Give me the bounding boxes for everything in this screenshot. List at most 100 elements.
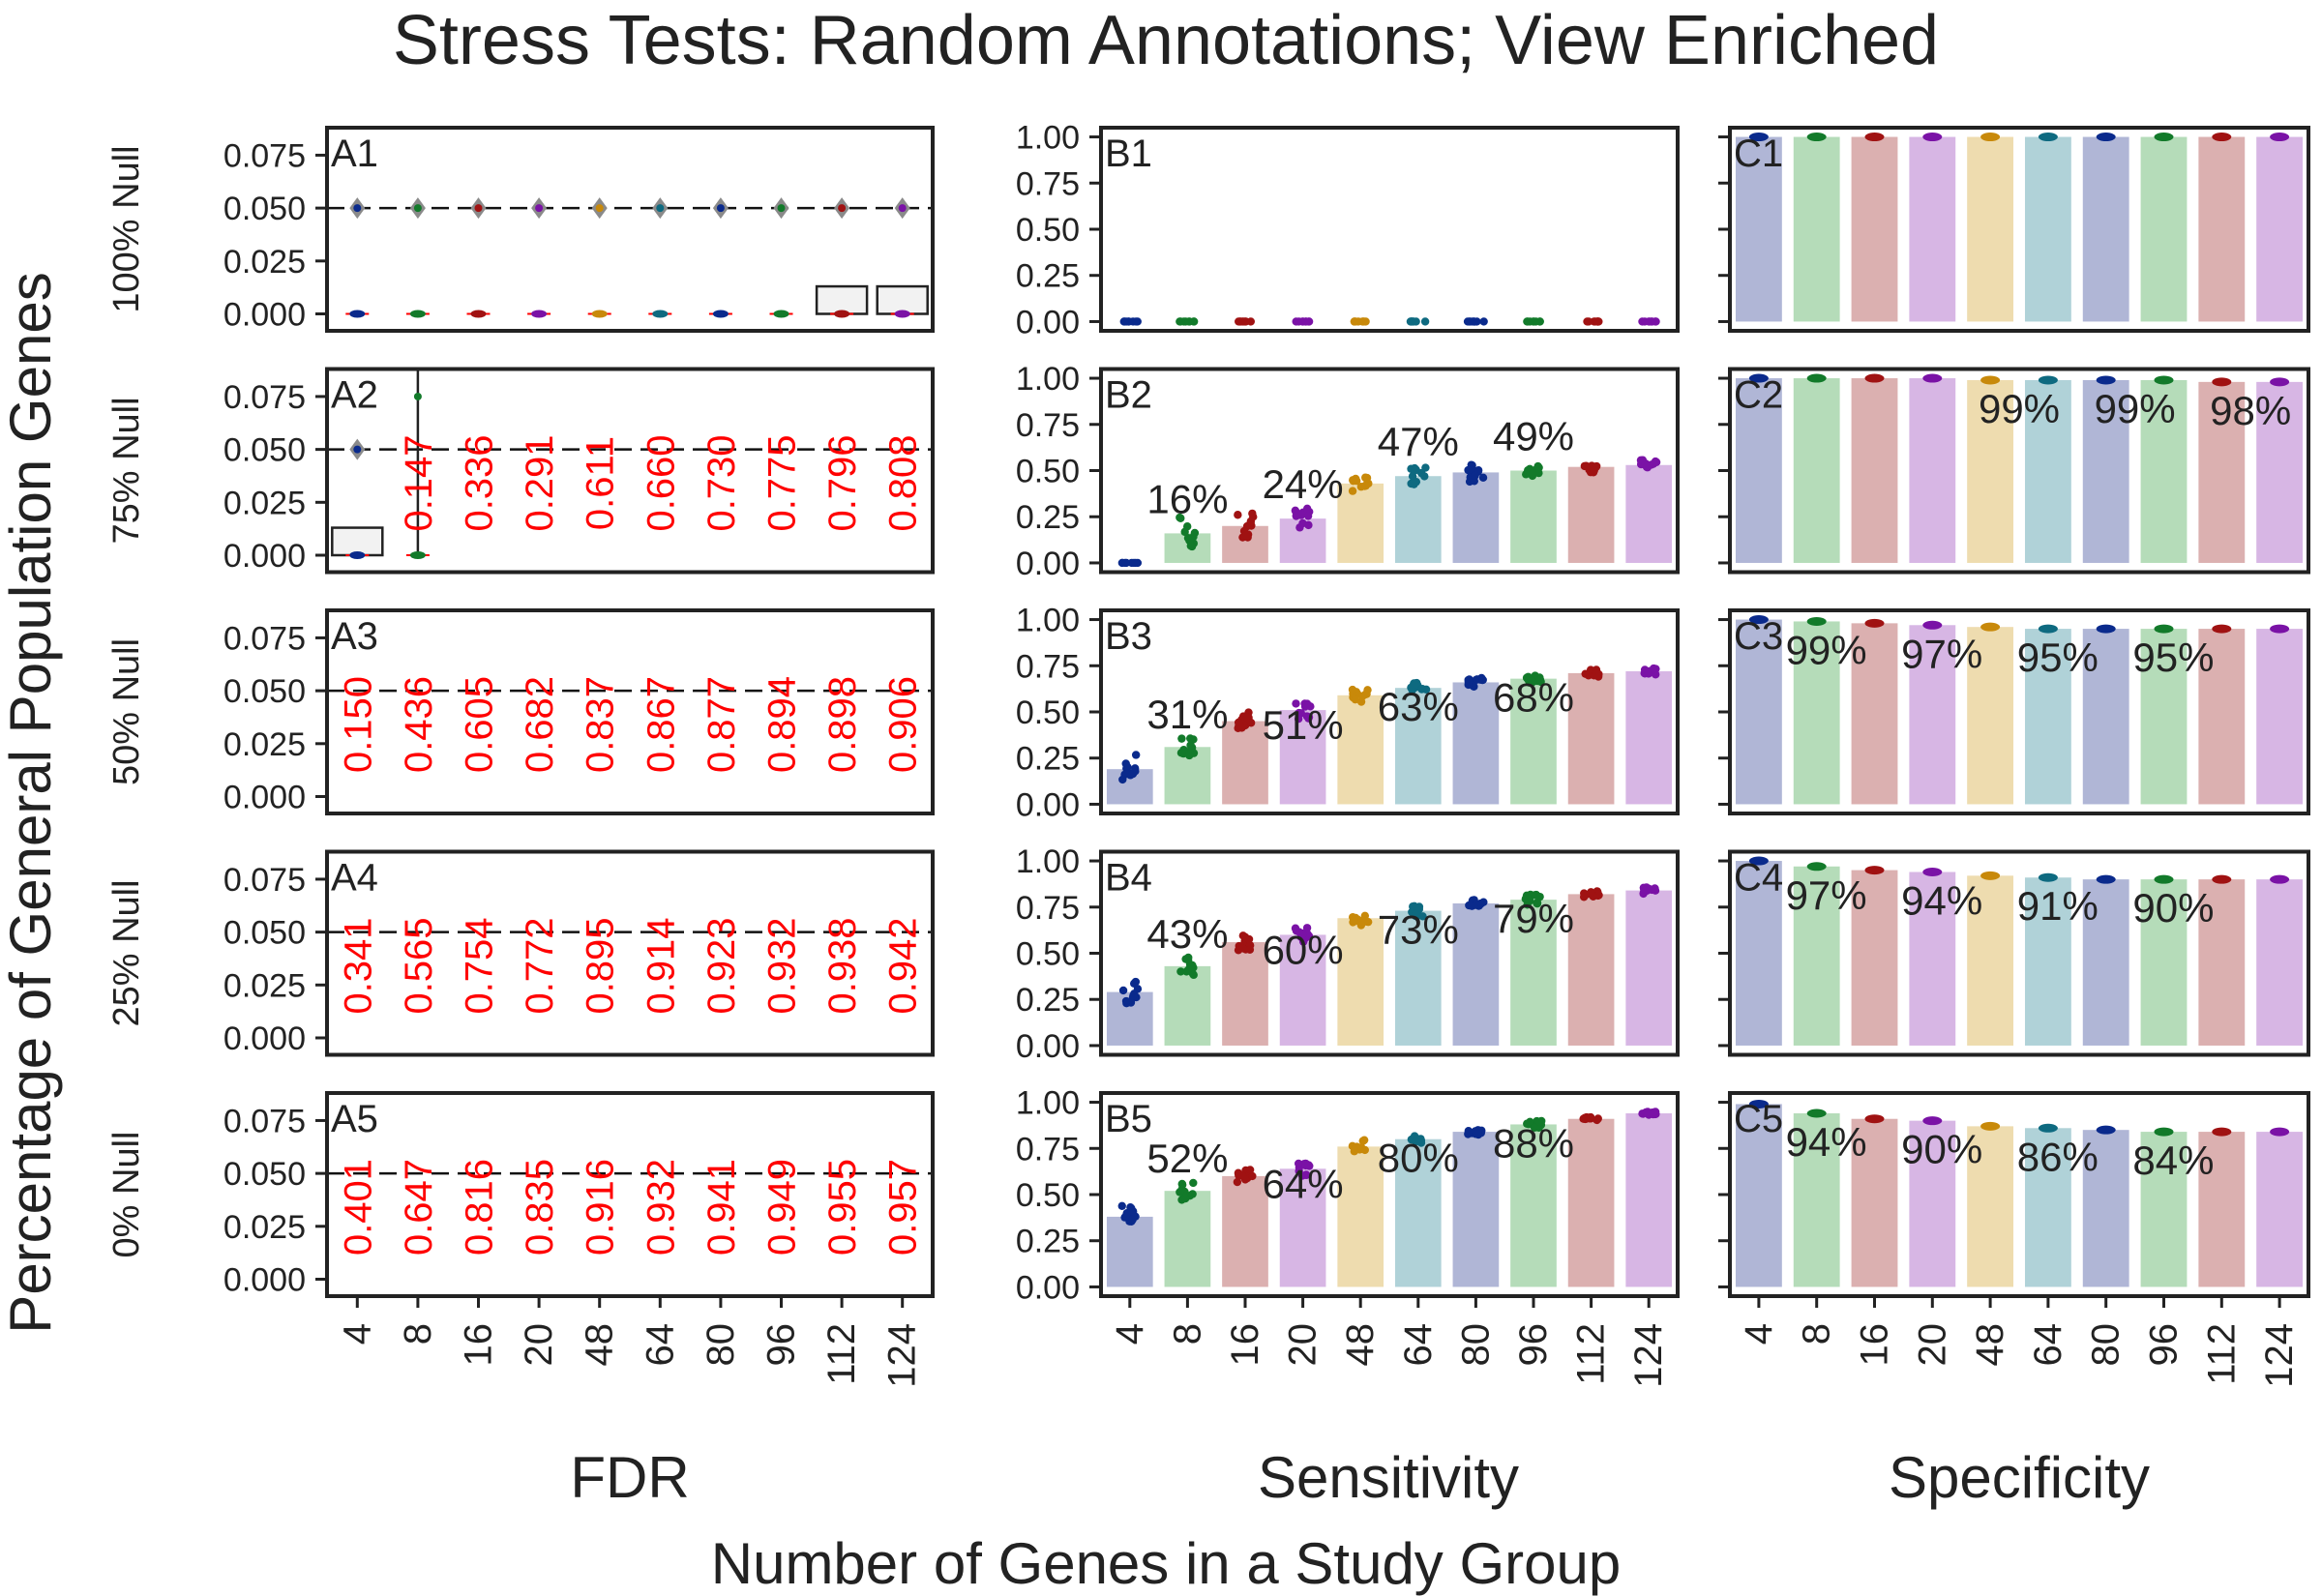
sensitivity-annotation-0: 43% [1146,911,1228,957]
sensitivity-point-0-11 [1128,1215,1137,1225]
sensitivity-point-1-11 [1186,741,1195,750]
sensitivity-point-7-10 [1528,469,1537,478]
sensitivity-point-1-10 [1177,1196,1186,1204]
sensitivity-bar-2 [1222,942,1268,1046]
sensitivity-bar-5 [1394,1138,1442,1287]
sensitivity-annotation-2: 63% [1378,684,1459,729]
fdr-ytick-label-1: 0.025 [223,485,306,521]
sensitivity-bar-4 [1337,695,1384,805]
sensitivity-bar-8 [1567,672,1615,805]
sensitivity-bar-4 [1337,1146,1384,1287]
sensitivity-point-5-7 [1408,472,1417,481]
specificity-bar-6 [2082,379,2129,563]
fdr-outlier-point-9 [898,204,907,213]
specificity-bar-0 [1735,861,1782,1046]
fdr-value-text-5: 0.867 [640,676,682,773]
sensitivity-point-9-11 [1645,1110,1653,1119]
specificity-bar-1 [1793,866,1840,1046]
specificity-bar-4 [1967,875,2014,1046]
sensitivity-point-3-8 [1301,1159,1311,1168]
sensitivity-point-7-4 [1532,890,1541,900]
fdr-point-7 [773,310,789,318]
specificity-bar-4 [1967,627,2014,805]
sensitivity-bar-8 [1567,1118,1615,1287]
x-tick-label-0: 4 [1109,1323,1151,1345]
fdr-value-text-2: 0.336 [459,434,501,531]
specificity-bar-7 [2140,1132,2188,1287]
specificity-point-6 [2096,624,2116,634]
sensitivity-point-2-7 [1240,317,1250,326]
specificity-bar-2 [1851,870,1898,1046]
sensitivity-ytick-label-4: 1.00 [1016,120,1080,157]
fdr-ytick-label-1: 0.025 [223,726,306,763]
specificity-point-3 [1922,620,1943,630]
sensitivity-point-6-11 [1464,677,1474,687]
specificity-bar-4 [1967,1126,2014,1287]
x-tick-label-0: 4 [336,1323,378,1345]
sensitivity-point-6-8 [1478,675,1487,685]
sensitivity-point-3-1 [1302,924,1312,932]
fdr-value-text-9: 0.906 [882,676,925,773]
sensitivity-point-8-8 [1582,461,1591,470]
sensitivity-panel-label: B4 [1105,857,1152,900]
specificity-point-1 [1806,133,1827,142]
sensitivity-annotation-3: 49% [1493,414,1574,459]
sensitivity-point-3-11 [1300,699,1309,708]
sensitivity-ytick-label-4: 1.00 [1016,843,1080,880]
specificity-bar-7 [2140,629,2188,805]
sensitivity-point-3-10 [1304,520,1313,530]
x-tick-label-9: 124 [881,1323,924,1388]
specificity-point-9 [2270,624,2290,634]
sensitivity-panel-label: B5 [1105,1098,1152,1140]
sensitivity-point-3-7 [1301,317,1310,326]
sensitivity-bar-0 [1106,1216,1153,1287]
sensitivity-point-4-11 [1358,692,1367,700]
sensitivity-point-2-11 [1246,719,1256,727]
fdr-value-text-2: 0.754 [459,917,501,1014]
fdr-value-text-7: 0.894 [761,676,804,773]
fdr-point-1 [409,551,426,559]
specificity-point-2 [1864,618,1885,628]
sensitivity-ytick-label-2: 0.50 [1016,212,1080,249]
specificity-point-7 [2154,874,2174,884]
fdr-point-8 [834,310,850,318]
fdr-value-text-0: 0.341 [337,917,379,1014]
sensitivity-point-1-7 [1184,317,1194,326]
specificity-panel-c1: C1 [1718,126,2310,333]
fdr-ytick-label-1: 0.025 [223,1209,306,1246]
x-axis-fdr: 4 8 16 20 48 64 80 96 112 124 [336,1296,924,1388]
sensitivity-point-1-8 [1176,1188,1184,1197]
fdr-value-text-5: 0.660 [640,434,682,531]
specificity-bar-2 [1851,136,1898,322]
fdr-value-text-0: 0.150 [337,676,379,773]
sensitivity-point-6-10 [1464,465,1473,475]
sensitivity-bar-6 [1452,902,1500,1046]
fdr-outlier-point-4 [595,204,604,213]
sensitivity-bar-5 [1394,910,1442,1046]
sensitivity-point-0-6 [1131,317,1141,326]
fdr-value-text-7: 0.932 [761,917,804,1014]
sensitivity-point-5-1 [1420,317,1430,326]
sensitivity-ytick-label-0: 0.00 [1016,1269,1080,1306]
sensitivity-point-6-8 [1478,473,1488,483]
specificity-point-1 [1806,862,1827,872]
sensitivity-annotation-3: 68% [1493,675,1574,721]
sensitivity-bar-9 [1625,464,1673,563]
sensitivity-point-5-6 [1410,479,1418,488]
sensitivity-bar-9 [1625,1113,1673,1287]
specificity-annotation-1: 94% [1901,878,1982,924]
fdr-panel-bg [327,369,933,573]
fdr-panel-frame [325,126,935,333]
x-tick-label-3: 20 [1911,1323,1953,1367]
specificity-bar-7 [2140,379,2188,563]
fdr-outlier-point-3 [535,204,544,213]
specificity-point-5 [2038,1123,2058,1133]
sensitivity-point-6-10 [1468,901,1476,910]
sensitivity-point-5-11 [1421,685,1431,694]
sensitivity-point-1-10 [1176,513,1184,522]
specificity-point-0 [1748,373,1769,383]
specificity-bar-3 [1909,1120,1956,1287]
specificity-bar-5 [2024,1128,2071,1287]
x-tick-label-4: 48 [1339,1323,1382,1367]
fdr-value-text-8: 0.898 [821,676,864,773]
